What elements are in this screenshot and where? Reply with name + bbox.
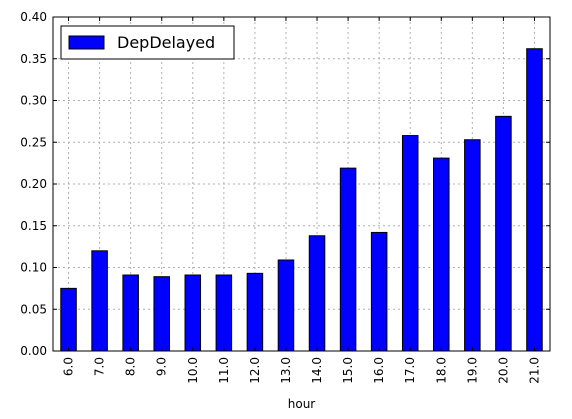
- y-tick-label: 0.00: [20, 344, 47, 358]
- x-tick-label: 14.0: [310, 357, 324, 384]
- bar: [495, 115, 512, 352]
- bars: [60, 48, 543, 352]
- bar: [401, 135, 419, 352]
- bar: [246, 272, 264, 352]
- x-tick-label: 9.0: [155, 357, 169, 376]
- bar: [153, 276, 170, 352]
- bar: [370, 231, 388, 352]
- x-axis-label: hour: [288, 397, 316, 411]
- legend-swatch: [68, 35, 105, 50]
- bar: [277, 259, 295, 352]
- bar: [91, 250, 108, 352]
- bar: [308, 235, 326, 352]
- y-tick-label: 0.40: [20, 10, 47, 24]
- y-tick-label: 0.35: [20, 52, 47, 66]
- y-axis-ticks: 0.00 0.05 0.10 0.15 0.20 0.25 0.30 0.35 0.40: [20, 10, 550, 358]
- y-tick-label: 0.30: [20, 94, 47, 108]
- x-tick-label: 10.0: [186, 357, 200, 384]
- x-tick-label: 20.0: [496, 357, 510, 384]
- x-tick-label: 12.0: [248, 357, 262, 384]
- bar: [339, 167, 357, 352]
- x-tick-label: 11.0: [217, 357, 231, 384]
- x-tick-label: 6.0: [62, 357, 76, 376]
- legend-label: DepDelayed: [117, 33, 215, 52]
- x-tick-label: 13.0: [279, 357, 293, 384]
- bar: [184, 274, 202, 352]
- x-axis-ticks: 6.0 7.0 8.0 9.0 10.0 11.0 12.0 13.0 14.0 15.0 16.0…: [62, 17, 541, 384]
- y-tick-label: 0.20: [20, 177, 47, 191]
- bar: [464, 139, 481, 352]
- x-tick-label: 17.0: [403, 357, 417, 384]
- x-tick-label: 8.0: [124, 357, 138, 376]
- legend: DepDelayed: [60, 25, 235, 60]
- y-tick-label: 0.10: [20, 261, 47, 275]
- x-tick-label: 15.0: [341, 357, 355, 384]
- bar: [215, 274, 233, 352]
- y-tick-label: 0.15: [20, 219, 47, 233]
- bar: [60, 287, 77, 352]
- y-tick-label: 0.05: [20, 302, 47, 316]
- x-tick-label: 7.0: [93, 357, 107, 376]
- y-tick-label: 0.25: [20, 135, 47, 149]
- bar: [122, 274, 139, 352]
- x-tick-label: 18.0: [434, 357, 448, 384]
- x-tick-label: 16.0: [372, 357, 386, 384]
- bar: [526, 48, 543, 352]
- x-tick-label: 19.0: [465, 357, 479, 384]
- bar: [433, 157, 450, 352]
- x-tick-label: 21.0: [527, 357, 541, 384]
